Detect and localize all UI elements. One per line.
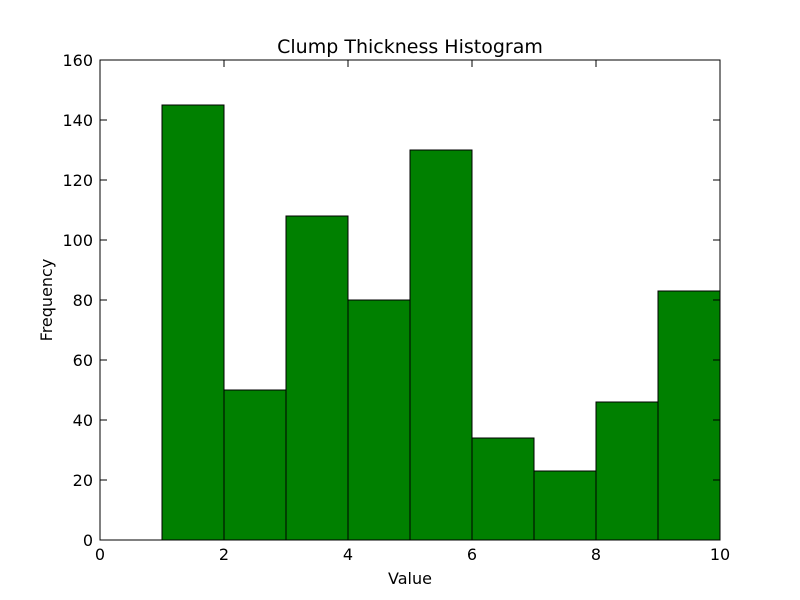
histogram-bar-1: [161, 104, 225, 541]
y-tick-label-1: 20: [73, 471, 93, 490]
x-tick-label-4: 8: [591, 545, 601, 564]
histogram-bar-3: [285, 215, 349, 541]
y-tick-label-8: 160: [62, 51, 93, 70]
y-tick-label-7: 140: [62, 111, 93, 130]
y-axis-label: Frequency: [37, 259, 56, 342]
chart-title: Clump Thickness Histogram: [277, 36, 543, 58]
x-tick-label-0: 0: [95, 545, 105, 564]
y-tick-label-5: 100: [62, 231, 93, 250]
y-tick-label-3: 60: [73, 351, 93, 370]
histogram-bar-2: [223, 389, 287, 541]
y-tick-label-4: 80: [73, 291, 93, 310]
histogram-bar-4: [347, 299, 411, 541]
x-axis-label: Value: [388, 569, 432, 588]
x-tick-label-5: 10: [710, 545, 730, 564]
histogram-bar-8: [595, 401, 659, 541]
y-tick-label-0: 0: [83, 531, 93, 550]
y-tick-label-6: 120: [62, 171, 93, 190]
bars-group: [161, 104, 721, 541]
x-tick-label-1: 2: [219, 545, 229, 564]
histogram-bar-9: [657, 290, 721, 541]
x-tick-label-3: 6: [467, 545, 477, 564]
y-tick-label-2: 40: [73, 411, 93, 430]
histogram-bar-6: [471, 437, 535, 541]
x-tick-label-2: 4: [343, 545, 353, 564]
histogram-bar-7: [533, 470, 597, 541]
histogram-bar-5: [409, 149, 473, 541]
